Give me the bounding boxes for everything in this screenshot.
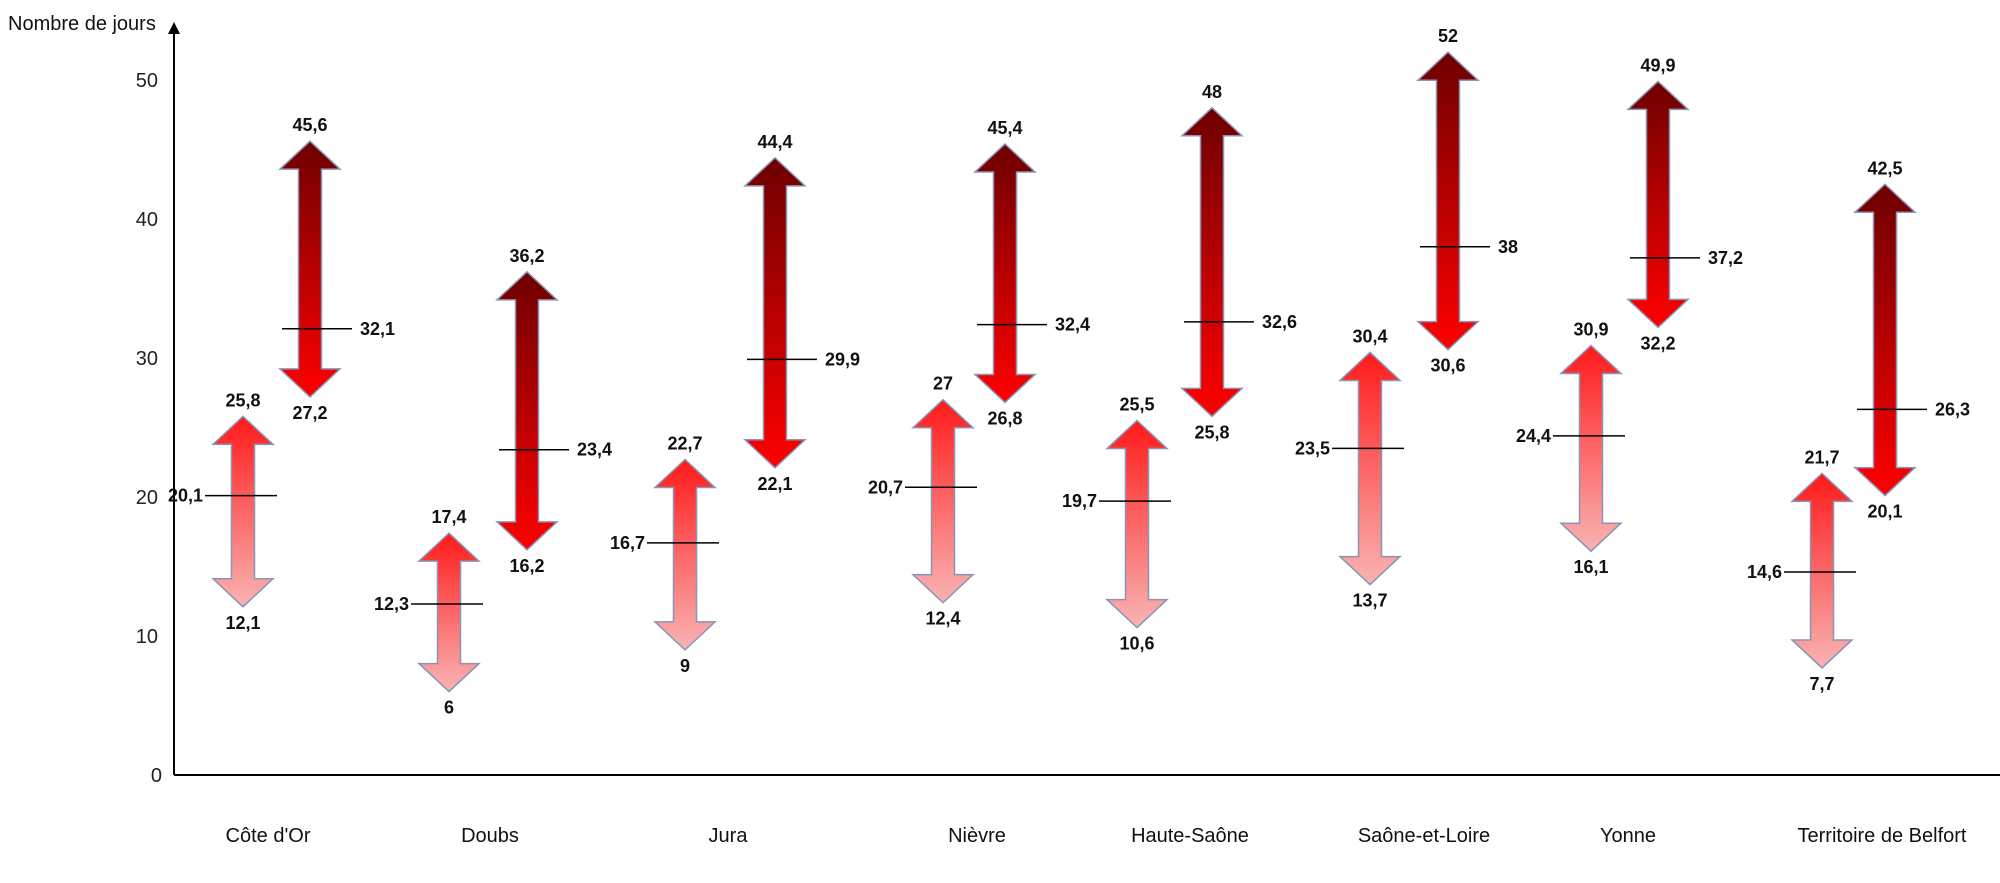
median-value-label: 29,9 [825, 349, 860, 369]
median-value-label: 19,7 [1062, 491, 1097, 511]
y-tick-label: 40 [136, 209, 158, 231]
min-value-label: 12,1 [225, 613, 260, 633]
light-range-arrow [211, 415, 275, 608]
median-value-label: 20,7 [868, 477, 903, 497]
min-value-label: 16,2 [509, 556, 544, 576]
category-label: Saône-et-Loire [1358, 825, 1490, 847]
min-value-label: 7,7 [1809, 674, 1834, 694]
light-range-arrow [417, 532, 481, 693]
max-value-label: 52 [1438, 26, 1458, 46]
dark-range-arrow [1416, 51, 1480, 351]
min-value-label: 9 [680, 656, 690, 676]
light-range-arrow [1105, 419, 1169, 629]
y-tick-label: 30 [136, 348, 158, 370]
min-value-label: 26,8 [987, 408, 1022, 428]
median-value-label: 23,5 [1295, 438, 1330, 458]
y-tick-label: 0 [151, 765, 162, 787]
max-value-label: 25,8 [225, 390, 260, 410]
dark-range-arrow [973, 142, 1037, 404]
median-value-label: 24,4 [1516, 426, 1551, 446]
light-range-arrow [1338, 351, 1402, 586]
min-value-label: 20,1 [1867, 502, 1902, 522]
category-label: Doubs [461, 825, 519, 847]
category-label: Yonne [1600, 825, 1656, 847]
max-value-label: 25,5 [1119, 395, 1154, 415]
median-value-label: 16,7 [610, 533, 645, 553]
dark-range-arrow [1853, 183, 1917, 497]
category-label: Nièvre [948, 825, 1006, 847]
median-value-label: 32,6 [1262, 312, 1297, 332]
y-tick-label: 10 [136, 626, 158, 648]
max-value-label: 42,5 [1867, 158, 1902, 178]
median-value-label: 38 [1498, 237, 1518, 257]
range-arrows: 25,8 12,1 20,1 17,4 6 12,3 22,7 9 16,7 27 12,4 20,7… [168, 26, 1970, 717]
min-value-label: 16,1 [1573, 557, 1608, 577]
median-value-label: 32,1 [360, 319, 395, 339]
y-ticks: 0 10 20 30 40 50 [136, 70, 162, 787]
min-value-label: 10,6 [1119, 634, 1154, 654]
median-value-label: 12,3 [374, 594, 409, 614]
max-value-label: 44,4 [757, 132, 792, 152]
y-axis-label: Nombre de jours [8, 13, 156, 35]
max-value-label: 30,9 [1573, 319, 1608, 339]
light-range-arrow [1790, 472, 1854, 669]
max-value-label: 22,7 [667, 433, 702, 453]
median-value-label: 26,3 [1935, 399, 1970, 419]
min-value-label: 22,1 [757, 474, 792, 494]
median-value-label: 20,1 [168, 486, 203, 506]
max-value-label: 30,4 [1352, 326, 1387, 346]
min-value-label: 25,8 [1194, 422, 1229, 442]
min-value-label: 30,6 [1430, 356, 1465, 376]
light-range-arrow [653, 458, 717, 651]
max-value-label: 48 [1202, 82, 1222, 102]
axes: Nombre de jours [8, 13, 2000, 776]
dark-range-arrow [278, 140, 342, 398]
y-tick-label: 20 [136, 487, 158, 509]
category-label: Jura [709, 825, 749, 847]
max-value-label: 45,6 [292, 115, 327, 135]
median-value-label: 32,4 [1055, 315, 1090, 335]
max-value-label: 17,4 [431, 507, 466, 527]
median-value-label: 37,2 [1708, 248, 1743, 268]
max-value-label: 45,4 [987, 118, 1022, 138]
max-value-label: 36,2 [509, 246, 544, 266]
dark-range-arrow [743, 156, 807, 469]
min-value-label: 27,2 [292, 403, 327, 423]
light-range-arrow [911, 398, 975, 604]
median-value-label: 23,4 [577, 440, 612, 460]
category-label: Territoire de Belfort [1798, 825, 1967, 847]
dark-range-arrow [1180, 106, 1244, 418]
min-value-label: 32,2 [1640, 333, 1675, 353]
min-value-label: 6 [444, 698, 454, 718]
max-value-label: 27 [933, 374, 953, 394]
light-range-arrow [1559, 344, 1623, 553]
median-value-label: 14,6 [1747, 562, 1782, 582]
y-axis-arrowhead [168, 22, 180, 34]
category-labels: Côte d'Or Doubs Jura Nièvre Haute-Saône Saône… [226, 825, 1967, 847]
max-value-label: 49,9 [1640, 55, 1675, 75]
max-value-label: 21,7 [1804, 447, 1839, 467]
category-label: Haute-Saône [1131, 825, 1249, 847]
dark-range-arrow [1626, 80, 1690, 329]
category-label: Côte d'Or [226, 825, 311, 847]
y-tick-label: 50 [136, 70, 158, 92]
dark-range-arrow [495, 270, 559, 551]
min-value-label: 12,4 [925, 609, 960, 629]
min-value-label: 13,7 [1352, 591, 1387, 611]
